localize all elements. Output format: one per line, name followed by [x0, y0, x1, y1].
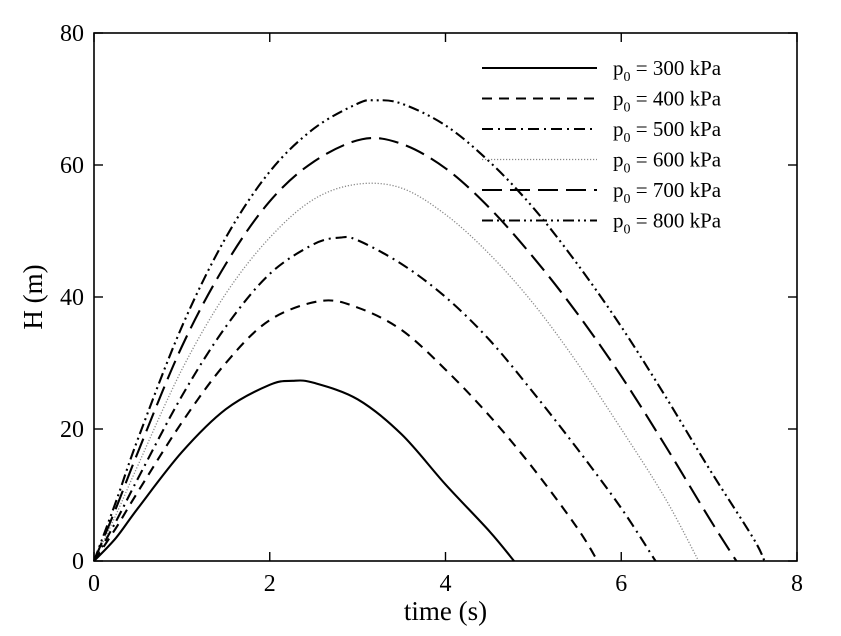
legend-label-prefix: p [613, 148, 624, 172]
y-tick-label: 60 [60, 153, 84, 179]
legend-label-prefix: p [613, 178, 624, 202]
series-line-4 [93, 182, 700, 562]
legend-label-suffix: = 600 kPa [631, 148, 722, 172]
legend-label-suffix: = 700 kPa [631, 178, 722, 202]
legend-label-subscript: 0 [624, 131, 631, 146]
legend-label-6: p0 = 800 kPa [613, 209, 722, 238]
legend-label-suffix: = 400 kPa [631, 87, 722, 111]
legend-label-suffix: = 800 kPa [631, 209, 722, 233]
x-tick-label: 4 [440, 571, 452, 597]
series-layer [93, 99, 766, 562]
y-tick-label: 0 [72, 549, 84, 575]
legend-label-suffix: = 300 kPa [631, 56, 722, 80]
legend-label-2: p0 = 400 kPa [613, 87, 722, 116]
legend-label-prefix: p [613, 56, 624, 80]
legend-label-subscript: 0 [624, 162, 631, 177]
x-tick-label: 6 [615, 571, 627, 597]
series-line-3 [93, 235, 657, 562]
legend-label-prefix: p [613, 117, 624, 141]
legend-label-prefix: p [613, 209, 624, 233]
y-tick-label: 80 [60, 21, 84, 47]
legend-label-3: p0 = 500 kPa [613, 117, 722, 146]
legend-label-subscript: 0 [624, 223, 631, 238]
legend-label-1: p0 = 300 kPa [613, 56, 722, 85]
x-tick-label: 2 [264, 571, 276, 597]
y-tick-label: 20 [60, 417, 84, 443]
series-line-5 [93, 136, 738, 562]
legend-label-subscript: 0 [624, 70, 631, 85]
legend-label-subscript: 0 [624, 192, 631, 207]
series-line-1 [93, 379, 515, 562]
legend-label-suffix: = 500 kPa [631, 117, 722, 141]
legend-label-subscript: 0 [624, 101, 631, 116]
x-tick-label: 8 [791, 571, 803, 597]
legend-label-4: p0 = 600 kPa [613, 148, 722, 177]
x-axis-label: time (s) [404, 596, 487, 626]
series-line-6 [93, 99, 766, 562]
y-axis-label: H (m) [18, 264, 48, 329]
y-tick-label: 40 [60, 285, 84, 311]
x-tick-label: 0 [88, 571, 100, 597]
legend-label-prefix: p [613, 87, 624, 111]
series-line-2 [93, 299, 599, 562]
legend-label-5: p0 = 700 kPa [613, 178, 722, 207]
